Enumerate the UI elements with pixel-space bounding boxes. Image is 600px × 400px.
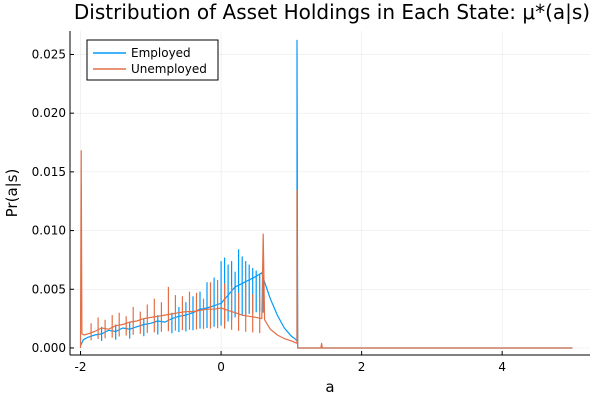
x-axis-label: a [325, 378, 334, 396]
x-tick-label: 0 [217, 360, 225, 374]
x-tick-label: -2 [75, 360, 87, 374]
axes [69, 31, 590, 356]
x-tick-label: 4 [498, 360, 506, 374]
y-tick-label: 0.005 [32, 282, 66, 296]
tick-labels: -2 0 2 4 0.000 0.005 0.010 0.015 0.020 0.025 [32, 47, 506, 374]
x-tick-label: 2 [358, 360, 366, 374]
y-tick-label: 0.020 [32, 106, 66, 120]
y-axis-label: Pr(a|s) [3, 169, 21, 218]
legend: Employed Unemployed [86, 39, 219, 81]
y-tick-label: 0.000 [32, 341, 66, 355]
legend-label-employed: Employed [131, 46, 191, 60]
series-group [79, 39, 573, 349]
y-tick-label: 0.025 [32, 47, 66, 61]
chart-title: Distribution of Asset Holdings in Each S… [74, 0, 590, 24]
y-tick-label: 0.010 [32, 224, 66, 238]
legend-label-unemployed: Unemployed [131, 62, 207, 76]
y-tick-label: 0.015 [32, 165, 66, 179]
legend-box [86, 39, 219, 81]
